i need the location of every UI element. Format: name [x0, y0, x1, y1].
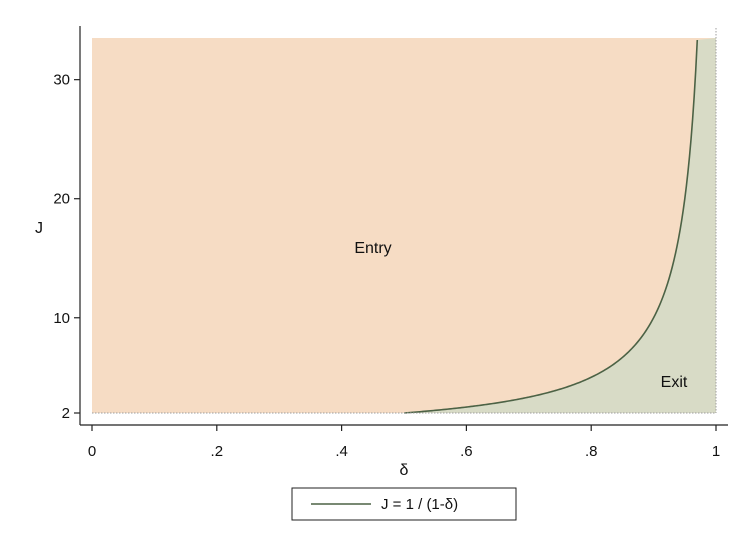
x-tick-label: .2 [211, 443, 224, 460]
entry-region [92, 38, 716, 413]
legend-label: J = 1 / (1-δ) [381, 496, 458, 513]
y-tick-label: 30 [53, 72, 70, 89]
legend: J = 1 / (1-δ) [291, 487, 517, 521]
label-layer: δ J Entry Exit [35, 220, 688, 479]
y-tick-label: 10 [53, 310, 70, 327]
y-axis-title: J [35, 220, 43, 237]
x-axis-title: δ [400, 462, 409, 479]
y-tick-label: 20 [53, 191, 70, 208]
x-tick-label: .8 [585, 443, 598, 460]
entry-label: Entry [354, 240, 391, 257]
x-tick-label: .6 [460, 443, 473, 460]
x-tick-label: .4 [335, 443, 348, 460]
exit-label: Exit [661, 374, 688, 391]
plot-layer [92, 28, 717, 414]
axis-layer: 2 10 20 30 0 .2 .4 .6 .8 1 [53, 26, 728, 460]
x-tick-label: 1 [712, 443, 720, 460]
series-line-j-equals-1-over-1-minus-delta [403, 39, 699, 414]
x-tick-label: 0 [88, 443, 96, 460]
exit-region [404, 38, 716, 413]
y-tick-label: 2 [62, 405, 70, 422]
